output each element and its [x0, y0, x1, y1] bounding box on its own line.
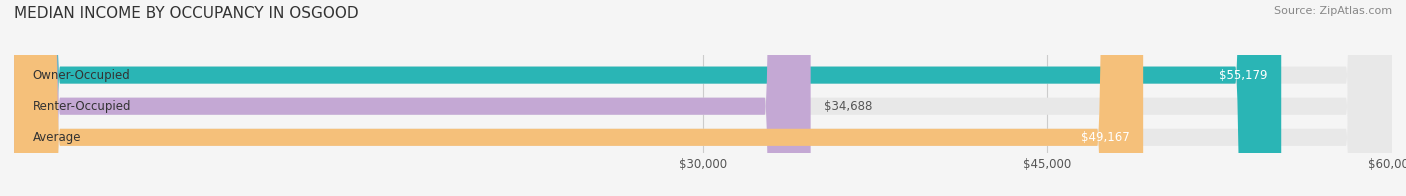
FancyBboxPatch shape: [14, 0, 1143, 196]
Text: Owner-Occupied: Owner-Occupied: [32, 69, 131, 82]
Text: $49,167: $49,167: [1081, 131, 1129, 144]
Text: $34,688: $34,688: [824, 100, 873, 113]
FancyBboxPatch shape: [14, 0, 1392, 196]
FancyBboxPatch shape: [14, 0, 1392, 196]
Text: Average: Average: [32, 131, 82, 144]
Text: Source: ZipAtlas.com: Source: ZipAtlas.com: [1274, 6, 1392, 16]
Text: Renter-Occupied: Renter-Occupied: [32, 100, 131, 113]
FancyBboxPatch shape: [14, 0, 1392, 196]
Text: $55,179: $55,179: [1219, 69, 1267, 82]
FancyBboxPatch shape: [14, 0, 1281, 196]
FancyBboxPatch shape: [14, 0, 811, 196]
Text: MEDIAN INCOME BY OCCUPANCY IN OSGOOD: MEDIAN INCOME BY OCCUPANCY IN OSGOOD: [14, 6, 359, 21]
